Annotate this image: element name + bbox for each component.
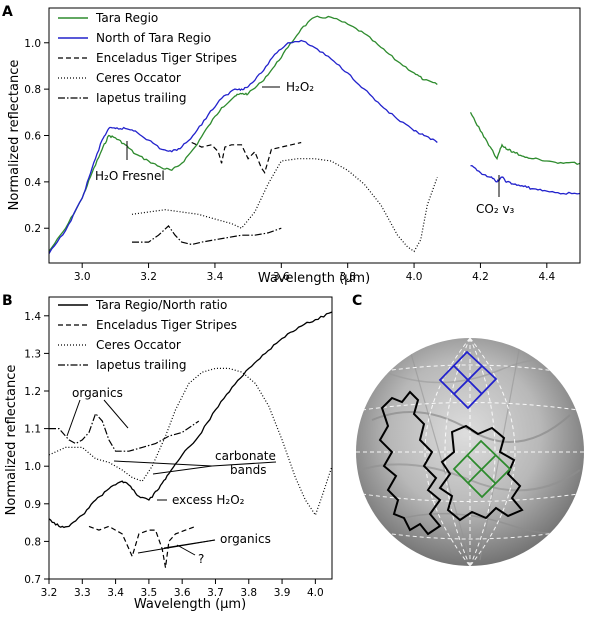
panel-a-ytick-label: 0.2 — [24, 223, 41, 235]
panel-a-ytick-label: 0.8 — [24, 84, 41, 96]
panel-b-xtick-label: 3.5 — [141, 587, 158, 599]
tara-regio-outline-central — [438, 424, 524, 522]
panel-b-series-ceres-occator — [48, 367, 333, 517]
panel-b-series — [48, 311, 333, 568]
legend-b-ceres: Ceres Occator — [96, 338, 181, 352]
panel-a-xlabel: Wavelength (μm) — [258, 271, 370, 286]
annot-carbonate-pointer-2 — [152, 465, 213, 475]
panel-b-xtick-label: 3.2 — [41, 587, 58, 599]
panel-a-xtick-label: 4.0 — [406, 271, 423, 283]
panel-a-frame — [48, 7, 581, 264]
panel-a-chart: 3.0 3.2 3.4 3.6 3.8 4.0 4.2 4.4 0.2 0.4 0.6 0.8 1.0 — [24, 7, 581, 283]
north-footprint-grid — [438, 350, 498, 410]
panel-b-series-iapetus-trailing — [49, 412, 200, 452]
annot-excess-h2o2: excess H₂O₂ — [172, 493, 245, 507]
panel-b-xtick-label: 3.4 — [107, 587, 124, 599]
legend-a-ceres: Ceres Occator — [96, 71, 181, 85]
panel-a-ticks: 3.0 3.2 3.4 3.6 3.8 4.0 4.2 4.4 0.2 0.4 0.6 0.8 1.0 — [24, 38, 555, 283]
panel-b-ytick-label: 0.8 — [24, 536, 41, 548]
europa-globe-image — [356, 338, 584, 566]
legend-a-north: North of Tara Regio — [96, 31, 211, 45]
legend-a-enceladus: Enceladus Tiger Stripes — [96, 51, 237, 65]
panel-b-series-tara-regio-north-ratio — [48, 311, 333, 529]
panel-b-xlabel: Wavelength (μm) — [134, 597, 246, 612]
tara-footprint-grid — [452, 439, 512, 499]
legend-a-iapetus: Iapetus trailing — [96, 91, 187, 105]
panel-b-xtick-label: 3.8 — [240, 587, 257, 599]
panel-a-xtick-label: 4.2 — [472, 271, 489, 283]
panel-b-ytick-label: 1.2 — [24, 386, 41, 398]
annot-question: ? — [198, 552, 204, 566]
panel-a-legend: Tara Regio North of Tara Regio Enceladus… — [58, 11, 237, 105]
annot-question-pointer — [176, 544, 196, 556]
panel-a-ylabel: Normalized reflectance — [7, 60, 22, 211]
panel-b-label: B — [2, 293, 13, 309]
panel-b-xtick-label: 3.3 — [74, 587, 91, 599]
panel-a-series-tara-regio — [48, 15, 438, 252]
annot-co2: CO₂ v₃ — [476, 202, 515, 216]
panel-b-ylabel: Normalized reflectance — [4, 365, 19, 516]
tara-regio-outline-west — [378, 390, 442, 536]
annot-h2o-fresnel: H₂O Fresnel — [95, 169, 165, 183]
panel-a-series — [48, 15, 581, 255]
panel-b-ytick-label: 1.0 — [24, 461, 41, 473]
legend-b-iapetus: Iapetus trailing — [96, 358, 187, 372]
panel-a-series-north-of-tara-regio — [48, 39, 438, 255]
annot-carbonate-pointer-1 — [113, 460, 213, 467]
annot-h2o2: H₂O₂ — [286, 80, 314, 94]
panel-a-series-tara-regio — [469, 112, 581, 166]
panel-b-ytick-label: 0.7 — [24, 574, 41, 586]
panel-a-series-north-of-tara-regio — [470, 164, 581, 195]
panel-a-series-enceladus-tiger-stripes — [191, 141, 302, 174]
annot-organics-top-pointer-1 — [66, 399, 81, 437]
annot-carbonate-pointer-3 — [211, 461, 277, 467]
panel-b-xtick-label: 3.6 — [174, 587, 191, 599]
annot-organics-top: organics — [72, 386, 123, 400]
panel-b-ytick-label: 1.3 — [24, 348, 41, 360]
panel-a-ytick-label: 0.4 — [24, 177, 41, 189]
panel-a-ytick-label: 0.6 — [24, 131, 41, 143]
panel-a-series-iapetus-trailing — [132, 224, 282, 246]
panel-a-ytick-label: 1.0 — [24, 38, 41, 50]
panel-a-xtick-label: 3.6 — [273, 271, 290, 283]
panel-b-xtick-label: 3.9 — [274, 587, 291, 599]
panel-b-legend: Tara Regio/North ratio Enceladus Tiger S… — [58, 298, 237, 372]
panel-a-series-ceres-occator — [131, 158, 438, 253]
panel-b-ticks: 3.2 3.3 3.4 3.5 3.6 3.7 3.8 3.9 4.0 0.7 0.8 0.9 1.0 1… — [24, 311, 323, 599]
panel-a-xtick-label: 4.4 — [538, 271, 555, 283]
annot-organics-bottom: organics — [220, 532, 271, 546]
panel-a-xtick-label: 3.8 — [339, 271, 356, 283]
annot-organics-bottom-pointer-2 — [163, 539, 216, 549]
panel-a-label: A — [2, 4, 13, 20]
panel-a-xtick-label: 3.4 — [207, 271, 224, 283]
panel-b-series-enceladus-tiger-stripes — [88, 525, 196, 568]
annot-bands: bands — [230, 463, 266, 477]
panel-b-xtick-label: 4.0 — [307, 587, 324, 599]
panel-b-frame — [48, 296, 333, 580]
panel-b-xtick-label: 3.7 — [207, 587, 224, 599]
panel-a-xtick-label: 3.2 — [140, 271, 157, 283]
panel-b-ytick-label: 1.4 — [24, 311, 41, 323]
panel-b-ytick-label: 1.1 — [24, 424, 41, 436]
panel-b-ytick-label: 0.9 — [24, 499, 41, 511]
legend-a-tara: Tara Regio — [95, 11, 158, 25]
legend-b-ratio: Tara Regio/North ratio — [95, 298, 227, 312]
panel-c-label: C — [352, 293, 362, 309]
annot-organics-top-pointer-2 — [103, 399, 129, 429]
panel-a-xtick-label: 3.0 — [74, 271, 91, 283]
panel-b-chart: 3.2 3.3 3.4 3.5 3.6 3.7 3.8 3.9 4.0 0.7 0.8 0.9 1.0 1… — [24, 296, 333, 599]
annot-carbonate: carbonate — [215, 449, 276, 463]
legend-b-enceladus: Enceladus Tiger Stripes — [96, 318, 237, 332]
